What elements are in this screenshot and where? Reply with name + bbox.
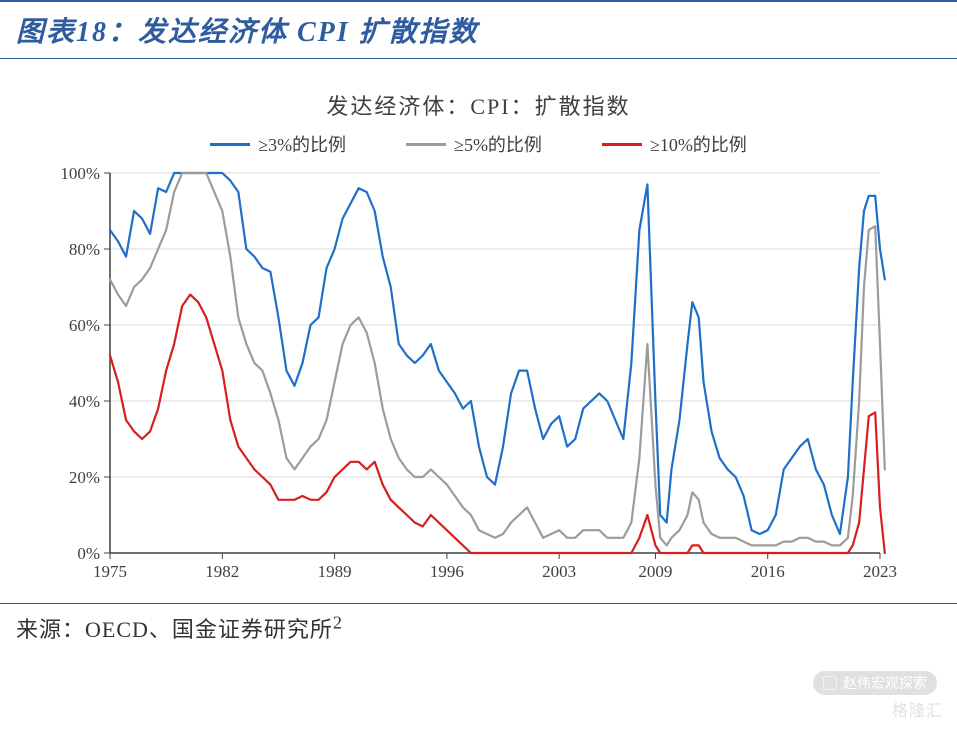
source-sup: 2 xyxy=(333,613,343,633)
svg-text:2023: 2023 xyxy=(863,562,897,581)
svg-text:60%: 60% xyxy=(69,316,100,335)
wechat-icon xyxy=(823,676,837,690)
legend-label: ≥10%的比例 xyxy=(650,131,747,157)
source-text: 来源：OECD、国金证券研究所 xyxy=(16,617,333,642)
chart-legend: ≥3%的比例 ≥5%的比例 ≥10%的比例 xyxy=(40,131,917,157)
watermark-text: 赵伟宏观探索 xyxy=(843,673,927,693)
watermark-corner: 格隆汇 xyxy=(892,697,943,721)
svg-text:2016: 2016 xyxy=(751,562,785,581)
svg-text:1975: 1975 xyxy=(93,562,127,581)
legend-swatch xyxy=(602,143,642,146)
svg-text:100%: 100% xyxy=(60,164,100,183)
line-chart: 0% 20% 40% 60% 80% 100% 1975 1982 1989 1996 2003 20… xyxy=(40,163,900,593)
chart-container: 发达经济体：CPI：扩散指数 ≥3%的比例 ≥5%的比例 ≥10%的比例 0% 20%… xyxy=(0,59,957,603)
legend-item: ≥5%的比例 xyxy=(406,131,542,157)
watermark-badge: 赵伟宏观探索 xyxy=(813,671,937,695)
legend-label: ≥3%的比例 xyxy=(258,131,346,157)
legend-swatch xyxy=(406,143,446,146)
legend-label: ≥5%的比例 xyxy=(454,131,542,157)
legend-swatch xyxy=(210,143,250,146)
svg-text:2003: 2003 xyxy=(542,562,576,581)
svg-text:0%: 0% xyxy=(77,544,100,563)
svg-text:1982: 1982 xyxy=(205,562,239,581)
chart-title: 发达经济体：CPI：扩散指数 xyxy=(40,89,917,121)
svg-text:40%: 40% xyxy=(69,392,100,411)
figure-header: 图表18：发达经济体 CPI 扩散指数 xyxy=(0,0,957,59)
svg-text:2009: 2009 xyxy=(638,562,672,581)
figure-title: 图表18：发达经济体 CPI 扩散指数 xyxy=(16,17,479,48)
legend-item: ≥10%的比例 xyxy=(602,131,747,157)
svg-text:1989: 1989 xyxy=(318,562,352,581)
legend-item: ≥3%的比例 xyxy=(210,131,346,157)
svg-text:80%: 80% xyxy=(69,240,100,259)
svg-text:20%: 20% xyxy=(69,468,100,487)
svg-text:1996: 1996 xyxy=(430,562,464,581)
source-footer: 来源：OECD、国金证券研究所2 xyxy=(0,603,957,656)
